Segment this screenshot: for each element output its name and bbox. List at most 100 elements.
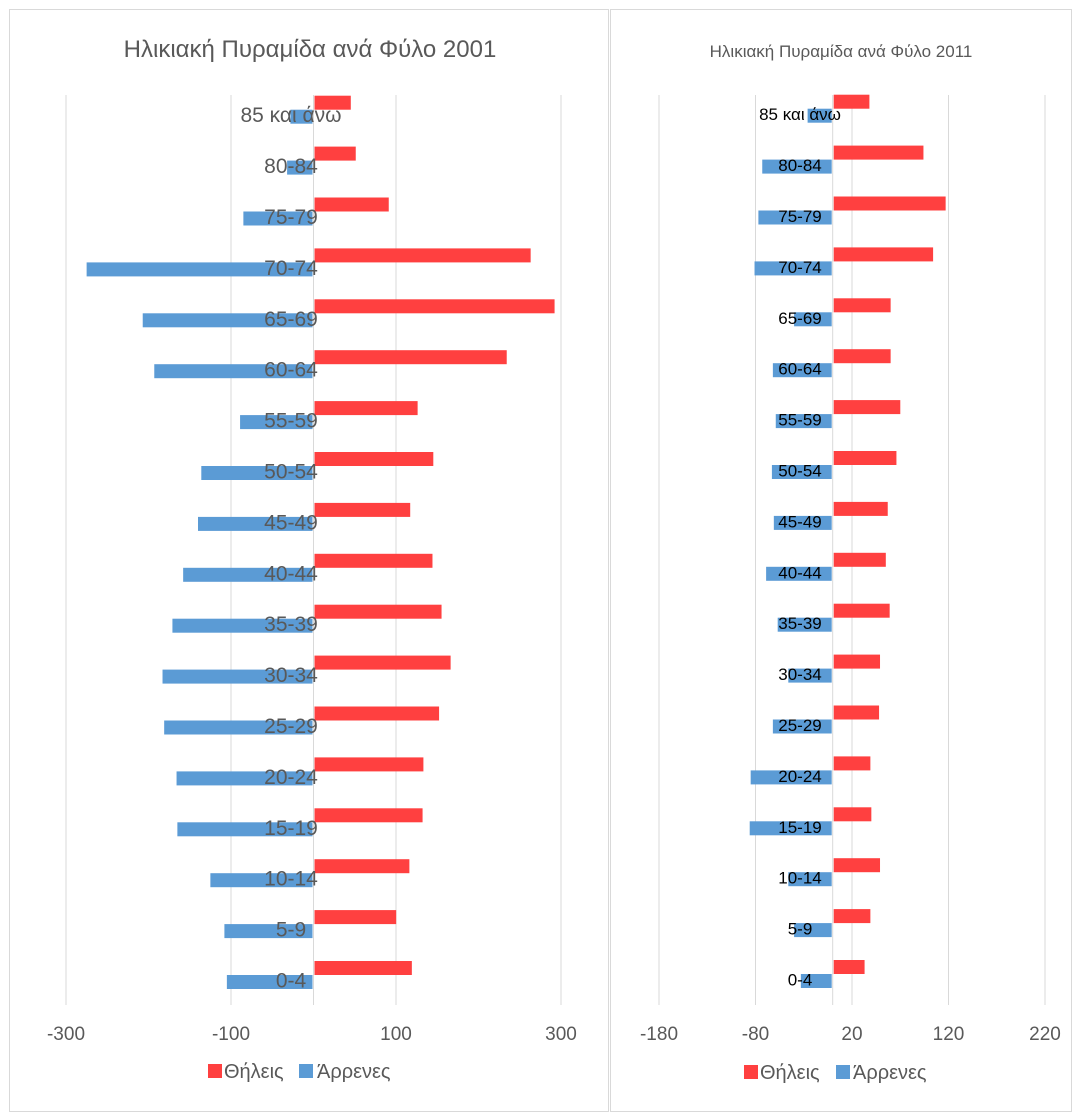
- bar-female-35-39: [833, 603, 890, 618]
- x-tick-label: 20: [841, 1024, 862, 1045]
- category-label: 30-34: [778, 665, 821, 684]
- bar-male-80-84: [287, 160, 313, 175]
- bar-male-35-39: [777, 617, 832, 632]
- category-label: 65-69: [264, 308, 318, 331]
- bar-female-60-64: [833, 349, 891, 364]
- bar-male-85-και-άνω: [290, 109, 313, 124]
- bar-female-30-34: [833, 654, 881, 669]
- legend: Θήλεις Άρρενες: [208, 1061, 391, 1083]
- bar-female-40-44: [833, 552, 886, 567]
- category-label: 75-79: [264, 206, 318, 229]
- bar-male-25-29: [164, 720, 313, 735]
- bar-female-15-19: [314, 808, 423, 823]
- category-label: 80-84: [778, 156, 821, 175]
- bar-male-20-24: [176, 771, 313, 786]
- category-label: 5-9: [788, 920, 813, 939]
- legend-swatch-female: [744, 1065, 758, 1079]
- bar-male-35-39: [172, 618, 313, 633]
- category-label: 15-19: [778, 818, 821, 837]
- bar-female-5-9: [314, 910, 397, 925]
- bar-female-20-24: [833, 756, 871, 771]
- population-pyramid-2001: Ηλικιακή Πυραμίδα ανά Φύλο 2001 0-4 5-9 10…: [47, 36, 577, 1083]
- bar-male-60-64: [154, 364, 313, 379]
- bar-female-50-54: [314, 452, 434, 466]
- bar-female-80-84: [314, 146, 356, 161]
- bar-female-40-44: [314, 553, 433, 568]
- category-label: 0-4: [276, 970, 307, 993]
- bar-male-65-69: [794, 312, 832, 327]
- bar-female-0-4: [833, 960, 865, 974]
- x-tick-label: 300: [545, 1024, 577, 1045]
- bar-female-65-69: [314, 299, 555, 314]
- chart-panel-2011: Ηλικιακή Πυραμίδα ανά Φύλο 2011 0-4 5-9 10…: [610, 9, 1072, 1112]
- legend-label-male: Άρρενες: [317, 1061, 391, 1083]
- bar-male-40-44: [183, 567, 313, 582]
- bar-male-20-24: [750, 770, 832, 785]
- category-label: 60-64: [264, 359, 318, 382]
- bar-female-45-49: [314, 502, 411, 517]
- chart-title: Ηλικιακή Πυραμίδα ανά Φύλο 2011: [710, 42, 973, 61]
- bar-female-65-69: [833, 298, 891, 313]
- bar-female-25-29: [314, 706, 440, 721]
- x-tick-label: -80: [742, 1024, 769, 1045]
- bar-male-30-34: [162, 669, 313, 684]
- bar-male-45-49: [773, 515, 832, 530]
- legend-label-male: Άρρενες: [853, 1062, 927, 1084]
- bar-female-75-79: [314, 197, 389, 212]
- category-label: 25-29: [778, 716, 821, 735]
- category-label: 25-29: [264, 715, 318, 738]
- bar-male-30-34: [788, 668, 832, 683]
- category-label: 45-49: [264, 511, 318, 534]
- x-tick-label: -180: [640, 1024, 678, 1045]
- bar-female-25-29: [833, 705, 880, 720]
- category-label: 70-74: [778, 258, 821, 277]
- bar-female-50-54: [833, 451, 897, 465]
- category-label: 85 και άνω: [240, 104, 341, 127]
- legend-label-female: Θήλεις: [224, 1061, 284, 1083]
- bar-female-70-74: [314, 248, 531, 263]
- category-label: 35-39: [264, 613, 318, 636]
- category-label: 75-79: [778, 207, 821, 226]
- category-label: 10-14: [778, 869, 821, 888]
- bar-male-75-79: [758, 210, 832, 225]
- bar-female-70-74: [833, 247, 934, 262]
- x-tick-label: 120: [933, 1024, 965, 1045]
- category-label: 15-19: [264, 817, 318, 840]
- bar-female-55-59: [314, 401, 418, 416]
- x-tick-label: -300: [47, 1024, 85, 1045]
- bar-male-60-64: [772, 363, 832, 378]
- category-label: 60-64: [778, 360, 821, 379]
- bar-male-15-19: [749, 821, 832, 836]
- legend-swatch-female: [208, 1064, 222, 1078]
- category-label: 40-44: [778, 563, 821, 582]
- bar-female-10-14: [833, 858, 881, 873]
- bar-male-50-54: [201, 466, 313, 480]
- category-label: 0-4: [788, 970, 813, 989]
- bar-male-75-79: [243, 211, 313, 226]
- category-label: 70-74: [264, 257, 318, 280]
- x-tick-label: 220: [1029, 1024, 1061, 1045]
- category-label: 80-84: [264, 155, 318, 178]
- bar-male-80-84: [762, 159, 832, 174]
- bar-male-70-74: [86, 262, 313, 277]
- bar-male-45-49: [198, 516, 313, 531]
- category-label: 35-39: [778, 614, 821, 633]
- category-label: 55-59: [264, 410, 318, 433]
- bar-female-75-79: [833, 196, 946, 211]
- category-label: 45-49: [778, 512, 821, 531]
- category-label: 20-24: [264, 766, 318, 789]
- bar-female-35-39: [314, 604, 442, 619]
- category-label: 55-59: [778, 411, 821, 430]
- legend-label-female: Θήλεις: [760, 1062, 820, 1084]
- bar-male-25-29: [772, 719, 832, 734]
- bar-female-60-64: [314, 350, 507, 365]
- bar-male-0-4: [226, 975, 313, 989]
- population-pyramid-2011: Ηλικιακή Πυραμίδα ανά Φύλο 2011 0-4 5-9 10…: [640, 42, 1061, 1084]
- legend: Θήλεις Άρρενες: [744, 1062, 927, 1084]
- bar-female-5-9: [833, 909, 871, 924]
- x-tick-label: 100: [380, 1024, 412, 1045]
- category-label: 85 και άνω: [759, 105, 841, 124]
- chart-panel-2001: Ηλικιακή Πυραμίδα ανά Φύλο 2001 0-4 5-9 10…: [9, 9, 609, 1112]
- bar-male-55-59: [775, 414, 832, 429]
- bar-male-65-69: [142, 313, 313, 328]
